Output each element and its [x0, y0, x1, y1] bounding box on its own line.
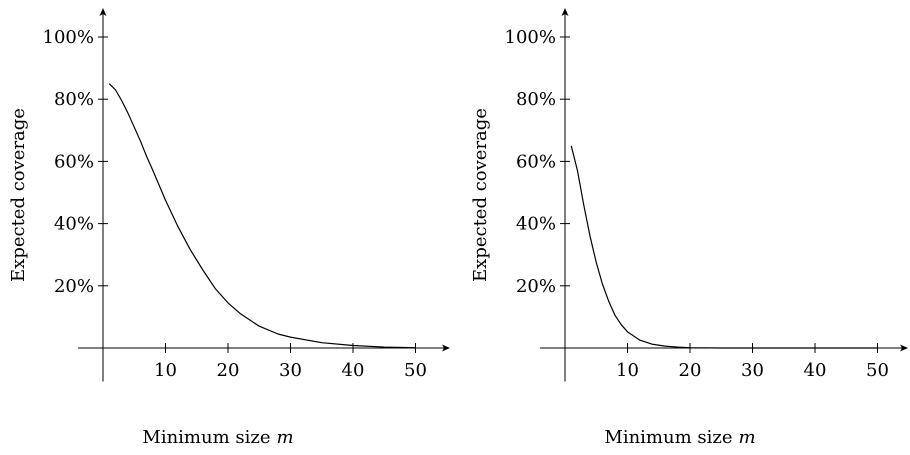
x-tick-label: 30 — [279, 360, 302, 381]
x-tick-label: 10 — [616, 360, 639, 381]
x-axis-arrow — [442, 344, 450, 352]
x-axis-arrow — [900, 344, 908, 352]
x-tick-label: 50 — [404, 360, 427, 381]
y-tick-label: 40% — [516, 214, 556, 235]
y-tick-label: 100% — [505, 27, 556, 48]
y-tick-label: 80% — [516, 89, 556, 110]
y-tick-label: 40% — [54, 214, 94, 235]
series-line — [570, 145, 878, 349]
y-tick-label: 20% — [54, 276, 94, 297]
x-tick-label: 10 — [154, 360, 177, 381]
y-axis-title: Expected coverage — [8, 108, 29, 282]
y-axis-arrow — [99, 8, 107, 16]
x-tick-label: 40 — [342, 360, 365, 381]
y-tick-label: 100% — [43, 27, 94, 48]
x-axis-title: Minimum size m — [142, 427, 293, 448]
chart-panel-2: 10 20 30 40 50 20% 40% 60% 80% 100% Minimum size m E… — [470, 8, 908, 448]
x-tick-label: 50 — [866, 360, 889, 381]
chart-panel-1: 10 20 30 40 50 20% 40% 60% 80% 100% Minimum size m E… — [8, 8, 450, 448]
y-axis-arrow — [561, 8, 569, 16]
x-axis-title-text: Minimum size — [604, 427, 732, 448]
x-tick-label: 40 — [804, 360, 827, 381]
x-tick-label: 20 — [217, 360, 240, 381]
y-tick-label: 60% — [516, 151, 556, 172]
y-tick-label: 60% — [54, 151, 94, 172]
x-tick-label: 20 — [679, 360, 702, 381]
x-axis-title-variable: m — [739, 427, 756, 448]
x-axis-title-variable: m — [277, 427, 294, 448]
y-tick-label: 80% — [54, 89, 94, 110]
series-line — [108, 83, 416, 349]
x-tick-label: 30 — [741, 360, 764, 381]
y-tick-label: 20% — [516, 276, 556, 297]
x-axis-title: Minimum size m — [604, 427, 755, 448]
y-axis-title: Expected coverage — [470, 108, 491, 282]
x-axis-title-text: Minimum size — [142, 427, 270, 448]
